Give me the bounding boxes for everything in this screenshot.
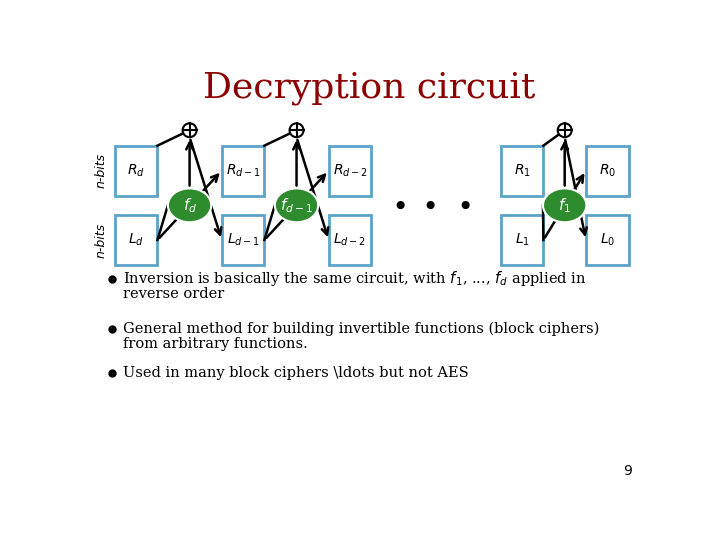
Ellipse shape [543,188,586,222]
Text: Decryption circuit: Decryption circuit [203,71,535,105]
Text: reverse order: reverse order [122,287,224,301]
Text: $f_{d-1}$: $f_{d-1}$ [280,196,313,215]
Text: $R_{d-2}$: $R_{d-2}$ [333,163,367,179]
Circle shape [558,123,572,137]
Bar [586,215,629,265]
Text: 9: 9 [624,464,632,478]
Text: $L_0$: $L_0$ [600,232,615,248]
Circle shape [183,123,197,137]
Bar [500,215,544,265]
Bar [329,215,372,265]
Text: $f_d$: $f_d$ [182,196,197,215]
Text: $\bullet\;\bullet\;\bullet$: $\bullet\;\bullet\;\bullet$ [391,191,472,219]
Text: $R_d$: $R_d$ [127,163,145,179]
Text: n-bits: n-bits [94,222,107,258]
Bar [500,146,544,195]
Text: $R_{d-1}$: $R_{d-1}$ [225,163,261,179]
Bar [329,146,372,195]
Ellipse shape [168,188,211,222]
Circle shape [289,123,304,137]
Text: Inversion is basically the same circuit, with $f_1$, ..., $f_d$ applied in: Inversion is basically the same circuit,… [122,269,586,288]
Text: $L_d$: $L_d$ [128,232,144,248]
Text: from arbitrary functions.: from arbitrary functions. [122,338,307,352]
Bar [586,146,629,195]
Text: $R_1$: $R_1$ [513,163,531,179]
Ellipse shape [275,188,318,222]
Text: n-bits: n-bits [94,153,107,188]
Text: $R_0$: $R_0$ [599,163,616,179]
Text: Used in many block ciphers \ldots but not AES: Used in many block ciphers \ldots but no… [122,366,468,380]
Bar [114,215,158,265]
Text: General method for building invertible functions (block ciphers): General method for building invertible f… [122,322,599,336]
Text: $L_{d-2}$: $L_{d-2}$ [333,232,366,248]
Bar [222,215,264,265]
Text: $L_1$: $L_1$ [515,232,529,248]
Bar [222,146,264,195]
Text: $f_1$: $f_1$ [558,196,571,215]
Bar [114,146,158,195]
Text: $L_{d-1}$: $L_{d-1}$ [227,232,260,248]
